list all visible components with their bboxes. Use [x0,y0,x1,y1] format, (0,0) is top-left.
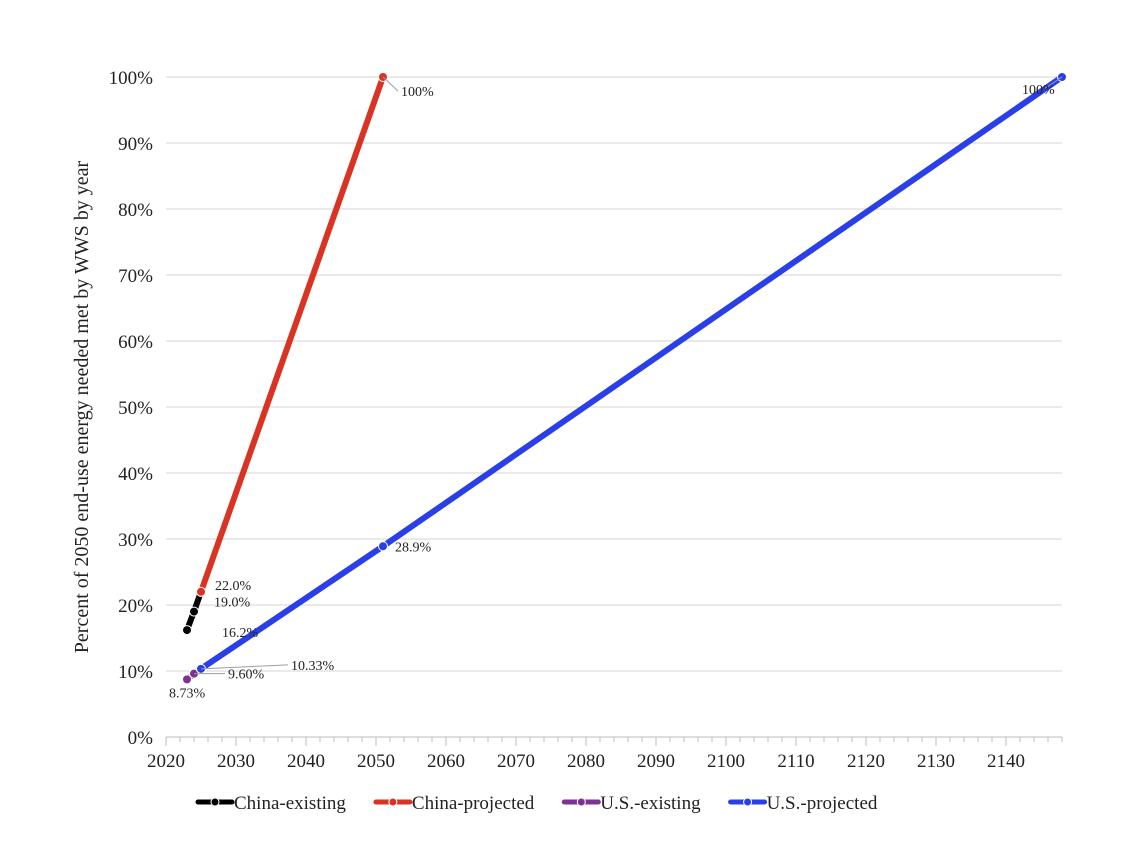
x-tick-label: 2120 [847,751,885,772]
data-label: 28.9% [395,540,432,555]
y-tick-label: 50% [118,398,153,419]
x-tick-label: 2050 [357,751,395,772]
y-tick-label: 0% [128,728,154,749]
legend-label-u-s-projected: U.S.-projected [767,793,878,814]
legend-label-china-existing: China-existing [234,793,346,814]
y-tick-label: 20% [118,596,153,617]
y-tick-label: 10% [118,662,153,683]
y-tick-label: 60% [118,332,153,353]
data-point [378,541,388,552]
x-tick-label: 2030 [217,751,255,772]
data-label-leader [1043,76,1063,90]
data-label: 16.2% [222,626,259,641]
legend-marker [210,797,220,807]
y-axis-ticks: 0% 10% 20% 30% 40% 50% 60% 70% 80% 90% 100% [109,68,154,749]
data-label: 19.0% [214,596,251,611]
x-tick-label: 2100 [707,751,745,772]
data-point [196,586,206,597]
legend-label-china-projected: China-projected [412,793,535,814]
y-tick-label: 70% [118,266,153,287]
x-tick-label: 2110 [777,751,814,772]
data-label: 22.0% [215,579,252,594]
x-tick-label: 2090 [637,751,675,772]
data-labels: 16.2% 19.0% 22.0% 100% 8.73% 9.60% 10.33% 28.9%… [169,76,1063,701]
x-axis-ticks: 2020 2030 2040 2050 2060 2070 2080 2090 2100 2110… [147,737,1063,772]
data-label: 10.33% [291,659,335,674]
data-point [189,606,199,617]
legend-marker [576,797,586,807]
gridlines [166,76,1062,672]
x-tick-label: 2020 [147,751,185,772]
y-tick-label: 80% [118,200,153,221]
x-tick-label: 2130 [917,751,955,772]
series-line-u-s-projected [198,74,1065,672]
data-label-leader [200,664,289,670]
legend-marker [388,797,398,807]
data-point [182,625,192,636]
data-label: 100% [1022,83,1055,98]
data-label-leader [382,76,399,92]
y-tick-label: 90% [118,134,153,155]
data-label: 8.73% [169,686,206,701]
x-tick-label: 2070 [497,751,535,772]
data-label: 100% [401,85,434,100]
x-tick-label: 2140 [987,751,1025,772]
data-label: 9.60% [228,668,265,683]
legend-marker [743,797,753,807]
series-line-china-projected [198,74,386,595]
x-tick-label: 2060 [427,751,465,772]
x-tick-label: 2080 [567,751,605,772]
x-tick-label: 2040 [287,751,325,772]
legend: China-existing China-projected U.S.-existi… [195,793,878,814]
data-point [182,674,192,685]
y-tick-label: 100% [109,68,154,89]
series-lines [182,72,1067,685]
y-tick-label: 40% [118,464,153,485]
legend-label-u-s-existing: U.S.-existing [600,793,701,814]
y-tick-label: 30% [118,530,153,551]
y-axis-label: Percent of 2050 end-use energy needed me… [71,160,93,653]
